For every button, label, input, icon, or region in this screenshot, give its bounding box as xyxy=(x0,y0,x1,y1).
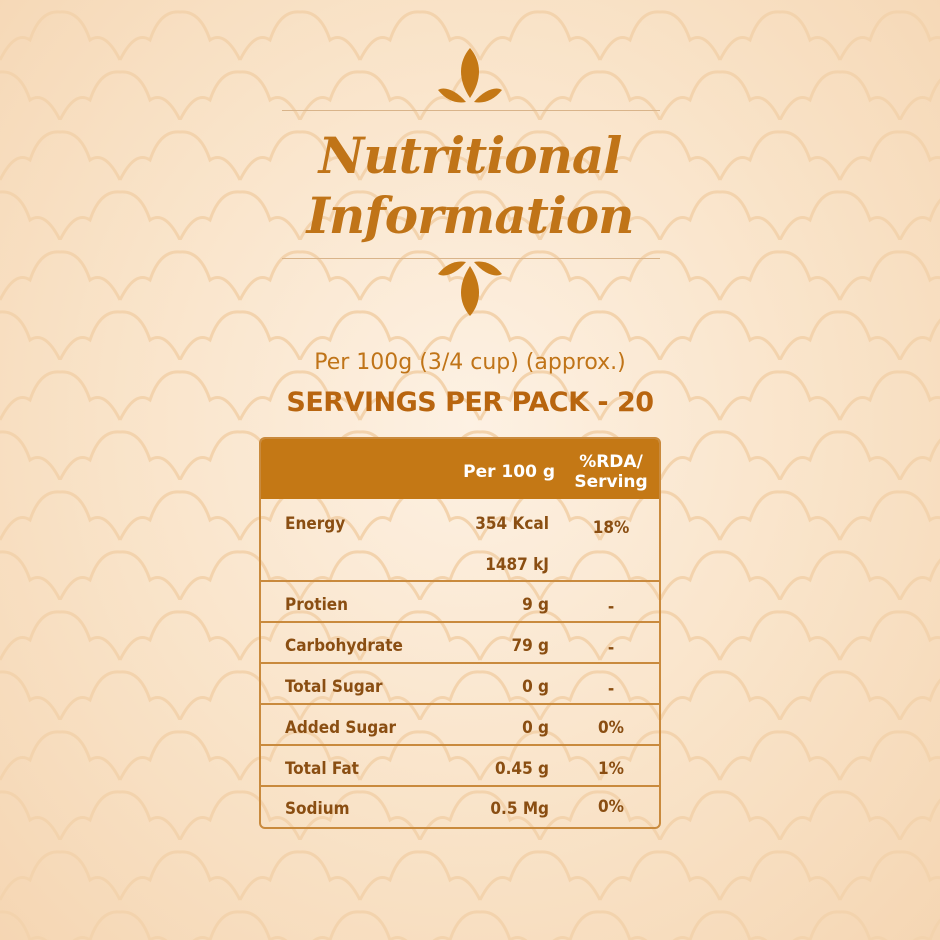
row-added-sugar-name: Added Sugar xyxy=(285,718,397,738)
row-energy-name: Energy xyxy=(285,514,346,534)
row-sodium-rda: 0% xyxy=(598,797,624,817)
row-energy-value-kj: 1487 kJ xyxy=(485,555,549,575)
header-rda: %RDA/ Serving xyxy=(571,452,651,492)
row-divider xyxy=(261,580,659,582)
title-line-1: Nutritional xyxy=(318,126,623,185)
row-protein-rda: - xyxy=(607,597,615,617)
header-per-100g: Per 100 g xyxy=(463,462,555,482)
row-protein-name: Protien xyxy=(285,595,349,615)
row-added-sugar-value: 0 g xyxy=(522,718,549,738)
title-line-2: Information xyxy=(306,186,634,245)
row-carbohydrate-value: 79 g xyxy=(511,636,549,656)
header-rda-line1: %RDA/ xyxy=(579,452,643,472)
row-total-sugar-value: 0 g xyxy=(522,677,549,697)
leaf-ornament-icon xyxy=(438,261,502,316)
header-rda-line2: Serving xyxy=(574,472,648,492)
row-sodium-value: 0.5 Mg xyxy=(490,799,549,819)
leaf-ornament-icon xyxy=(438,48,502,103)
row-energy-rda: 18% xyxy=(592,518,630,538)
row-carbohydrate-rda: - xyxy=(607,638,615,658)
row-total-sugar-name: Total Sugar xyxy=(285,677,383,697)
servings-per-pack: SERVINGS PER PACK - 20 xyxy=(286,387,654,418)
divider-top xyxy=(282,110,660,111)
row-added-sugar-rda: 0% xyxy=(598,718,624,738)
row-protein-value: 9 g xyxy=(522,595,549,615)
row-divider xyxy=(261,744,659,746)
row-divider xyxy=(261,662,659,664)
row-sodium-name: Sodium xyxy=(285,799,350,819)
row-divider xyxy=(261,703,659,705)
row-carbohydrate-name: Carbohydrate xyxy=(285,636,403,656)
row-divider xyxy=(261,785,659,787)
row-total-fat-value: 0.45 g xyxy=(494,759,549,779)
row-total-fat-name: Total Fat xyxy=(285,759,359,779)
divider-bottom xyxy=(282,258,660,259)
row-divider xyxy=(261,621,659,623)
row-total-sugar-rda: - xyxy=(607,679,615,699)
per-serving-label: Per 100g (3/4 cup) (approx.) xyxy=(314,350,626,375)
row-energy-value: 354 Kcal xyxy=(475,514,549,534)
nutrition-table: Per 100 g %RDA/ Serving Energy 354 Kcal … xyxy=(259,437,661,829)
row-total-fat-rda: 1% xyxy=(598,759,624,779)
table-header: Per 100 g %RDA/ Serving xyxy=(261,439,659,499)
